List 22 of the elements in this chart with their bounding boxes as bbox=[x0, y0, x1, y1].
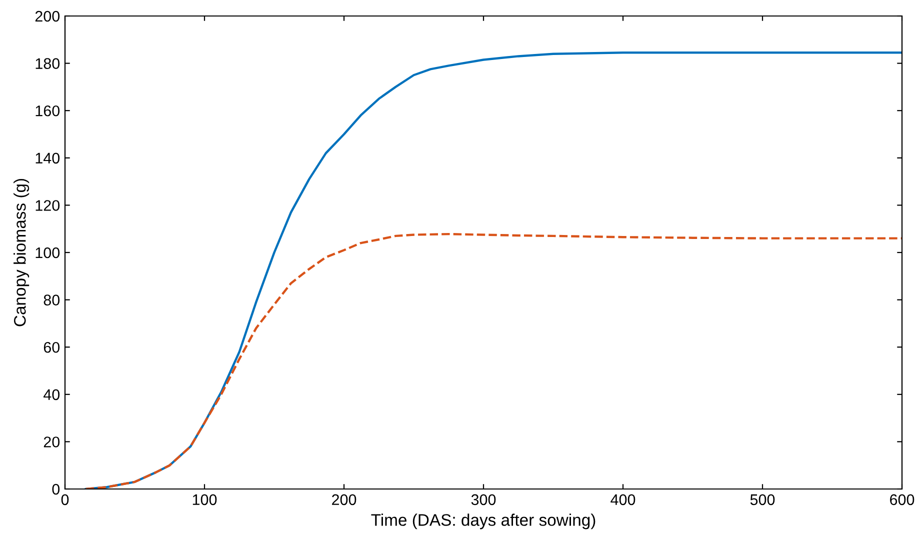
y-tick-label: 100 bbox=[36, 247, 60, 258]
x-tick-label: 400 bbox=[610, 494, 636, 506]
y-tick-label: 60 bbox=[44, 342, 60, 353]
x-tick-label: 100 bbox=[192, 494, 217, 506]
x-tick-label: 200 bbox=[332, 494, 356, 506]
y-axis-title: Canopy biomass (g) bbox=[14, 178, 30, 326]
x-tick-label: 300 bbox=[471, 494, 496, 506]
line-series bbox=[84, 232, 902, 489]
y-tick-label: 180 bbox=[36, 58, 60, 69]
y-tick-label: 200 bbox=[35, 10, 60, 22]
y-tick-label: 0 bbox=[52, 484, 60, 495]
y-tick-label: 80 bbox=[44, 294, 60, 306]
x-tick-label: 500 bbox=[750, 494, 775, 506]
x-tick-label: 600 bbox=[890, 494, 914, 506]
line-series bbox=[84, 52, 902, 489]
y-tick-label: 20 bbox=[44, 436, 60, 448]
x-tick-label: 0 bbox=[61, 494, 69, 506]
y-tick-label: 160 bbox=[36, 105, 60, 116]
y-tick-label: 120 bbox=[36, 200, 60, 211]
y-tick-label: 40 bbox=[44, 389, 60, 400]
y-tick-label: 140 bbox=[36, 152, 60, 164]
x-axis-title: Time (DAS: days after sowing) bbox=[371, 514, 596, 530]
